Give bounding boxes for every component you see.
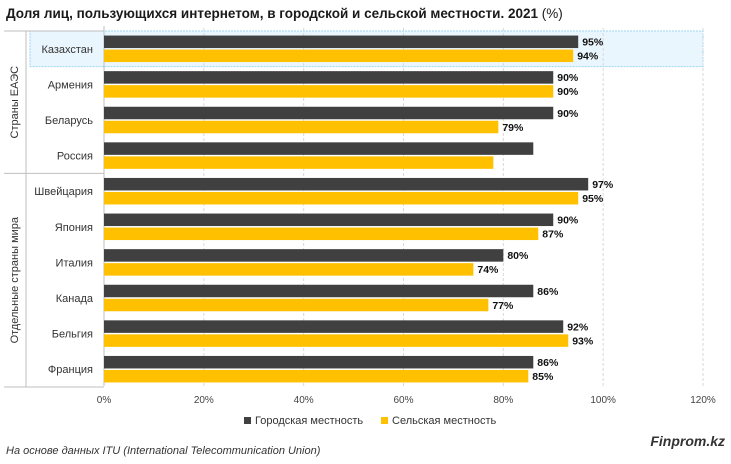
legend-label-rural: Сельская местность bbox=[392, 415, 496, 427]
bar-urban-франция bbox=[104, 355, 534, 369]
category-label: Италия bbox=[56, 257, 94, 269]
bar-rural-казахстан bbox=[104, 49, 574, 63]
x-tick-label: 60% bbox=[393, 395, 413, 406]
value-label-urban: 95% bbox=[582, 37, 604, 49]
chart-title-text: Доля лиц, пользующихся интернетом, в гор… bbox=[6, 6, 538, 21]
category-label: Япония bbox=[55, 222, 93, 234]
value-label-rural: 85% bbox=[532, 371, 554, 383]
value-label-rural: 94% bbox=[577, 51, 599, 63]
value-label-rural: 95% bbox=[582, 193, 604, 205]
category-label: Бельгия bbox=[52, 329, 93, 341]
brand-logo: Finprom.kz bbox=[650, 433, 725, 449]
value-label-rural: 87% bbox=[542, 229, 564, 241]
x-tick-label: 20% bbox=[194, 395, 214, 406]
value-label-urban: 90% bbox=[557, 108, 579, 120]
value-label-rural: 79% bbox=[502, 122, 524, 134]
value-label-urban: 90% bbox=[557, 72, 579, 84]
value-label-urban: 86% bbox=[537, 357, 559, 369]
bar-rural-франция bbox=[104, 369, 529, 383]
bar-rural-канада bbox=[104, 298, 489, 312]
bar-rural-армения bbox=[104, 85, 554, 98]
x-tick-label: 120% bbox=[690, 395, 716, 406]
value-label-urban: 80% bbox=[507, 250, 529, 262]
category-label: Казахстан bbox=[41, 44, 93, 56]
category-label: Армения bbox=[48, 79, 93, 91]
bar-rural-италия bbox=[104, 263, 474, 276]
category-label: Франция bbox=[48, 364, 93, 376]
category-label: Швейцария bbox=[34, 186, 93, 198]
bar-urban-бельгия bbox=[104, 320, 564, 333]
category-label: Канада bbox=[56, 293, 94, 305]
group-label: Отдельные страны мира bbox=[9, 216, 21, 343]
bar-rural-беларусь bbox=[104, 120, 499, 134]
bar-urban-япония bbox=[104, 213, 554, 227]
value-label-rural: 90% bbox=[557, 86, 579, 98]
chart-title-unit: (%) bbox=[541, 6, 563, 21]
bar-rural-япония bbox=[104, 227, 539, 241]
bar-urban-казахстан bbox=[104, 35, 579, 49]
value-label-urban: 92% bbox=[567, 321, 589, 333]
bar-chart: Страны ЕАЭС Отдельные страны мира Казахст… bbox=[4, 26, 716, 427]
value-label-rural: 93% bbox=[572, 335, 594, 347]
bar-urban-италия bbox=[104, 249, 504, 262]
value-label-rural: 74% bbox=[477, 264, 499, 276]
value-label-urban: 97% bbox=[592, 179, 614, 191]
source-note: На основе данных ITU (International Tele… bbox=[6, 445, 321, 457]
x-tick-label: 40% bbox=[294, 395, 314, 406]
category-label: Беларусь bbox=[45, 115, 93, 127]
x-tick-label: 100% bbox=[590, 395, 616, 406]
legend-swatch-urban bbox=[244, 417, 251, 424]
value-label-rural: 77% bbox=[492, 300, 514, 312]
bar-urban-швейцария bbox=[104, 177, 589, 191]
bar-rural-бельгия bbox=[104, 334, 569, 347]
bar-urban-беларусь bbox=[104, 106, 554, 120]
group-label: Страны ЕАЭС bbox=[9, 66, 21, 139]
legend-swatch-rural bbox=[381, 417, 388, 424]
chart-title: Доля лиц, пользующихся интернетом, в гор… bbox=[6, 6, 563, 21]
legend-label-urban: Городская местность bbox=[255, 415, 363, 427]
x-tick-label: 0% bbox=[97, 395, 112, 406]
bar-rural-россия bbox=[104, 156, 494, 169]
bar-urban-россия bbox=[104, 142, 534, 155]
category-label: Россия bbox=[57, 151, 93, 163]
bar-urban-армения bbox=[104, 71, 554, 84]
value-label-urban: 86% bbox=[537, 286, 559, 298]
bar-rural-швейцария bbox=[104, 191, 579, 205]
bar-urban-канада bbox=[104, 284, 534, 298]
value-label-urban: 90% bbox=[557, 215, 579, 227]
x-tick-label: 80% bbox=[493, 395, 513, 406]
